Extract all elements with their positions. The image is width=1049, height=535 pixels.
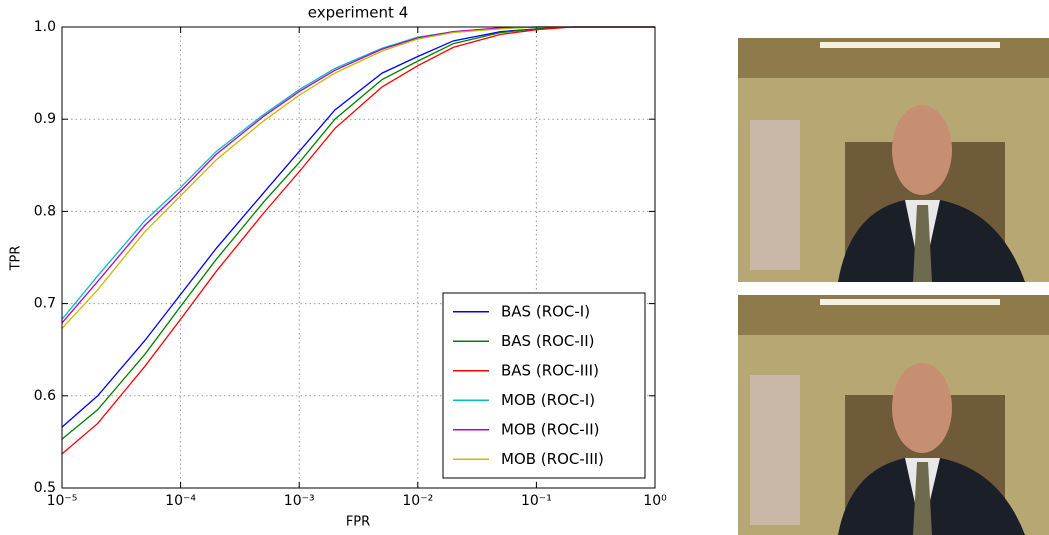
legend-label: BAS (ROC-II) [501, 332, 595, 350]
line [61, 26, 655, 329]
y-tick-label: 0.6 [34, 388, 56, 404]
legend-label: BAS (ROC-III) [501, 361, 599, 379]
legend-label: BAS (ROC-I) [501, 302, 590, 320]
photo [738, 295, 1049, 535]
legend-label: MOB (ROC-III) [501, 450, 604, 468]
photo [738, 38, 1049, 282]
x-tick-label: 10⁻⁵ [47, 493, 78, 509]
line [61, 26, 655, 324]
x-tick-label: 10⁻⁴ [165, 493, 196, 509]
x-tick-label: 10⁻³ [284, 493, 315, 509]
line [61, 26, 655, 455]
y-tick-label: 0.5 [34, 480, 56, 496]
legend-label: MOB (ROC-II) [501, 420, 599, 438]
legend-label: MOB (ROC-I) [501, 391, 595, 409]
plot-frame [61, 26, 656, 489]
legend-box [442, 292, 646, 479]
photos [738, 38, 1049, 535]
y-axis-label: TPR [9, 246, 24, 272]
x-tick-label: 10⁻¹ [521, 493, 552, 509]
y-tick-label: 0.9 [34, 111, 56, 127]
y-tick-label: 0.8 [34, 203, 56, 219]
y-tick-label: 1.0 [34, 19, 56, 35]
chart-title: experiment 4 [308, 4, 408, 22]
line [61, 26, 655, 320]
y-tick-label: 0.7 [34, 296, 56, 312]
x-tick-label: 10⁰ [643, 493, 667, 509]
x-axis-label: FPR [346, 515, 370, 530]
x-tick-label: 10⁻² [402, 493, 433, 509]
